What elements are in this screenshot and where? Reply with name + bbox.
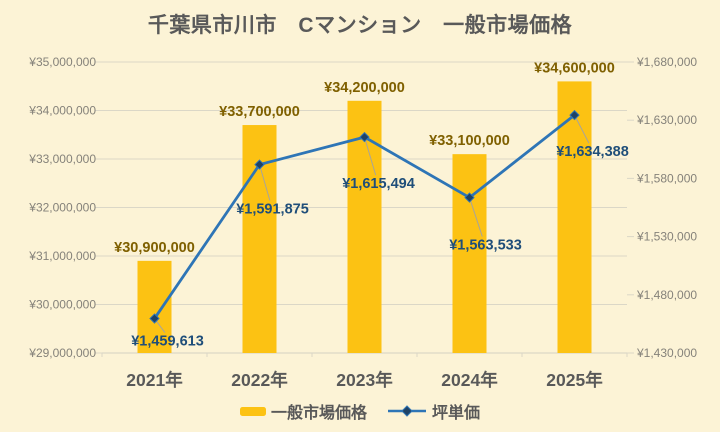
bar-value-label: ¥34,200,000 (324, 80, 405, 96)
legend-label-tsubo-price: 坪単価 (432, 405, 481, 422)
left-axis-label: ¥34,000,000 (28, 104, 96, 118)
legend-label-market-price: 一般市場価格 (270, 405, 367, 422)
bar-value-label: ¥33,100,000 (429, 133, 510, 149)
left-axis-label: ¥30,000,000 (28, 298, 96, 312)
line-value-label: ¥1,563,533 (449, 238, 522, 254)
right-axis-label: ¥1,680,000 (636, 55, 697, 69)
bar-value-label: ¥30,900,000 (114, 240, 195, 256)
left-axis-label: ¥35,000,000 (28, 55, 96, 69)
chart-legend: 一般市場価格 坪単価 (0, 398, 720, 424)
right-axis-label: ¥1,630,000 (636, 113, 697, 127)
left-axis-label: ¥32,000,000 (28, 201, 96, 215)
line-value-label: ¥1,459,613 (131, 334, 204, 350)
legend-item-market-price: 一般市場価格 (239, 399, 367, 423)
x-axis-label: 2025年 (546, 370, 603, 390)
line-marker-2023年 (359, 131, 370, 143)
x-axis-label: 2023年 (336, 370, 393, 390)
bar-value-label: ¥34,600,000 (534, 60, 615, 76)
bar-2022年 (242, 125, 277, 353)
bar-2021年 (137, 260, 172, 353)
bar-value-label: ¥33,700,000 (219, 104, 300, 120)
line-marker-2022年 (254, 159, 265, 170)
left-axis-label: ¥33,000,000 (28, 152, 96, 166)
line-value-label: ¥1,634,388 (556, 144, 629, 160)
line-value-label: ¥1,615,494 (342, 176, 415, 192)
left-axis-label: ¥31,000,000 (28, 249, 96, 263)
bar-series-swatch (239, 406, 266, 416)
x-axis-label: 2022年 (231, 370, 288, 390)
chart-title: 千葉県市川市 Cマンション 一般市場価格 (147, 14, 573, 37)
left-axis-label: ¥29,000,000 (28, 346, 96, 360)
right-axis-label: ¥1,480,000 (636, 288, 697, 302)
line-marker-2025年 (569, 109, 580, 121)
x-axis-label: 2024年 (441, 370, 498, 390)
x-axis-label: 2021年 (126, 370, 183, 390)
right-axis-label: ¥1,530,000 (636, 230, 697, 244)
line-marker-2024年 (464, 192, 475, 203)
label-leader-line (259, 164, 271, 201)
right-axis-label: ¥1,580,000 (636, 171, 697, 185)
bar-2025年 (557, 81, 592, 354)
label-leader-line (574, 114, 590, 144)
label-leader-line (469, 197, 483, 237)
legend-item-tsubo-price: 坪単価 (387, 399, 480, 423)
right-axis-label: ¥1,430,000 (636, 346, 697, 360)
line-marker-2021年 (149, 313, 160, 324)
line-series-swatch (388, 405, 426, 417)
label-leader-line (364, 136, 377, 176)
line-value-label: ¥1,591,875 (236, 202, 309, 218)
